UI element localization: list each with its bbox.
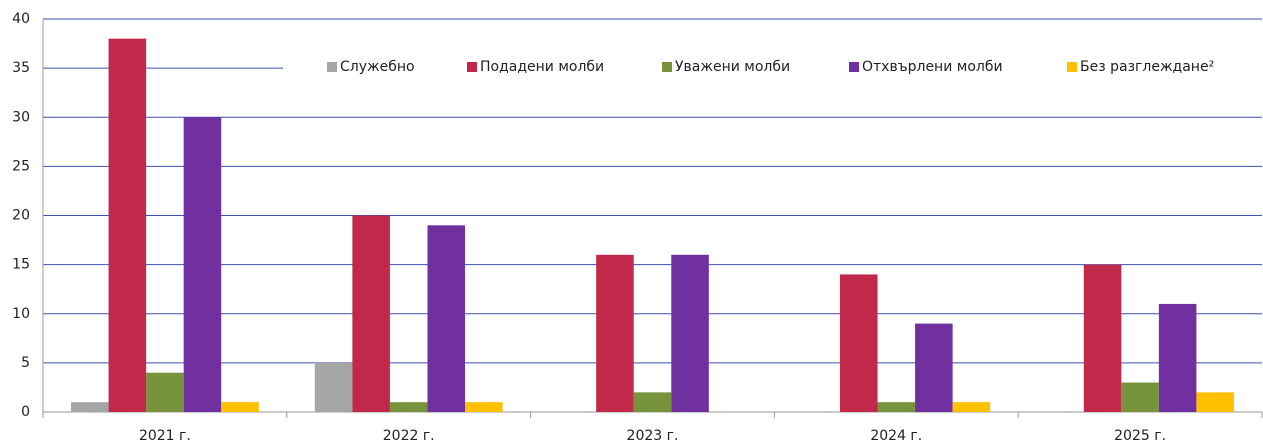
bar — [839, 274, 878, 412]
bar — [221, 402, 259, 412]
bar — [596, 254, 634, 412]
x-tick-label: 2022 г. — [383, 428, 435, 444]
bar — [877, 402, 916, 412]
x-tick-label: 2021 г. — [139, 428, 191, 444]
bar — [465, 402, 503, 412]
legend-label: Уважени молби — [675, 59, 790, 75]
legend-label: Отхвърлени молби — [862, 59, 1003, 75]
x-tick-label: 2025 г. — [1114, 428, 1166, 444]
bar — [633, 392, 672, 412]
y-tick-label: 25 — [12, 158, 30, 174]
legend-swatch — [849, 62, 859, 72]
bar — [314, 362, 353, 412]
y-tick-label: 0 — [21, 404, 30, 420]
y-tick-label: 35 — [12, 60, 30, 76]
bar — [108, 38, 147, 413]
legend-label: Служебно — [340, 59, 415, 75]
bar — [1196, 392, 1234, 412]
bar — [915, 323, 953, 412]
bar — [146, 372, 184, 412]
legend-swatch — [327, 62, 337, 72]
y-tick-label: 20 — [12, 208, 30, 224]
legend-box — [283, 52, 1262, 82]
bar — [71, 402, 109, 412]
x-tick-label: 2023 г. — [627, 428, 679, 444]
legend-label: Подадени молби — [480, 59, 604, 75]
y-tick-label: 40 — [12, 11, 30, 27]
y-tick-label: 15 — [12, 257, 30, 273]
bar — [352, 215, 390, 412]
bar — [1158, 303, 1197, 412]
bar — [427, 225, 466, 412]
y-tick-label: 30 — [12, 109, 30, 125]
bar — [1083, 264, 1122, 412]
bar — [389, 402, 428, 412]
legend-swatch — [662, 62, 672, 72]
legend-swatch — [1067, 62, 1077, 72]
y-tick-label: 10 — [12, 306, 30, 322]
legend-swatch — [467, 62, 477, 72]
bar — [952, 402, 991, 412]
bar — [671, 254, 709, 412]
y-tick-label: 5 — [21, 355, 30, 371]
legend-label: Без разглеждане² — [1080, 59, 1214, 75]
bar — [1121, 382, 1159, 412]
bar — [183, 117, 222, 412]
x-tick-label: 2024 г. — [870, 428, 922, 444]
